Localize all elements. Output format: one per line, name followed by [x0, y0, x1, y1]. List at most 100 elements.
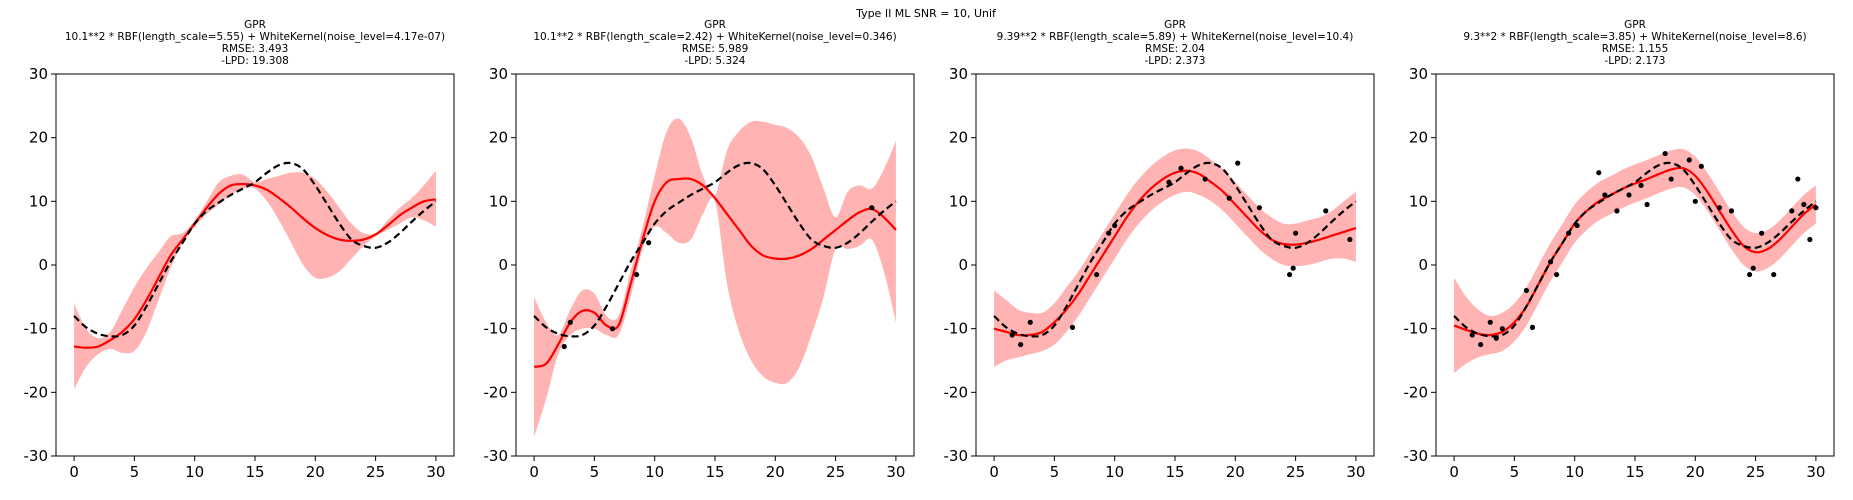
observation-point — [1018, 341, 1024, 348]
y-tick-label: -10 — [944, 320, 969, 338]
observations — [561, 205, 875, 350]
panel-title-line: GPR — [244, 19, 266, 31]
observation-point — [1644, 201, 1650, 208]
observation-point — [1602, 192, 1608, 198]
x-tick-label: 15 — [1625, 463, 1644, 481]
observation-point — [1813, 205, 1819, 211]
observation-point — [1668, 176, 1674, 182]
observation-point — [1178, 165, 1184, 171]
y-tick-label: -30 — [1404, 447, 1429, 465]
observations — [1009, 160, 1353, 348]
y-tick-label: 0 — [958, 256, 968, 274]
panel-title-line: 10.1**2 * RBF(length_scale=2.42) + White… — [533, 31, 896, 43]
observations — [1469, 150, 1819, 348]
observation-point — [1626, 192, 1632, 198]
y-tick-label: -10 — [24, 320, 49, 338]
y-tick-label: 20 — [949, 129, 968, 147]
panel-title-line: -LPD: 2.173 — [1605, 55, 1666, 67]
x-tick-label: 5 — [1050, 463, 1060, 481]
x-tick-label: 30 — [426, 463, 445, 481]
observation-point — [1235, 160, 1241, 166]
observation-point — [1801, 201, 1807, 208]
x-tick-label: 10 — [1565, 463, 1584, 481]
observation-point — [1499, 326, 1505, 332]
y-tick-label: -30 — [484, 447, 509, 465]
observation-point — [1290, 265, 1296, 271]
x-tick-label: 25 — [826, 463, 845, 481]
y-tick-label: 30 — [949, 65, 968, 83]
x-axis: 0 5 10 15 20 25 30 — [529, 456, 905, 481]
true-function-line — [73, 161, 437, 338]
y-tick-label: 30 — [29, 65, 48, 83]
x-tick-label: 30 — [886, 463, 905, 481]
panel-title-line: 10.1**2 * RBF(length_scale=5.55) + White… — [65, 31, 445, 43]
observation-point — [1662, 150, 1668, 157]
y-tick-label: 30 — [1409, 65, 1428, 83]
confidence-band — [1454, 148, 1816, 374]
panel-title-line: -LPD: 2.373 — [1145, 55, 1206, 67]
observation-point — [1750, 265, 1756, 271]
panel-title-line: 9.3**2 * RBF(length_scale=3.85) + WhiteK… — [1463, 31, 1806, 43]
figure-title: Type II ML SNR = 10, Unif — [855, 7, 997, 20]
panel-title-line: RMSE: 3.493 — [222, 43, 289, 55]
panel-title-line: GPR — [1624, 19, 1646, 31]
y-tick-label: -20 — [484, 383, 509, 401]
observation-point — [561, 343, 567, 350]
y-tick-label: -20 — [24, 383, 49, 401]
gp-mean-line — [533, 177, 897, 368]
observation-point — [609, 326, 616, 332]
x-tick-label: 10 — [645, 463, 664, 481]
x-tick-label: 20 — [1686, 463, 1705, 481]
x-tick-label: 15 — [705, 463, 724, 481]
observation-point — [1547, 259, 1554, 265]
y-tick-label: 0 — [1418, 256, 1428, 274]
y-tick-label: 0 — [498, 256, 508, 274]
observation-point — [869, 205, 875, 211]
true-function-line — [533, 161, 897, 338]
panel-title-line: RMSE: 2.04 — [1145, 43, 1205, 55]
panel-title-line: -LPD: 19.308 — [221, 55, 289, 67]
y-tick-label: 10 — [1409, 192, 1428, 210]
x-tick-label: 10 — [1105, 463, 1124, 481]
y-tick-label: 0 — [38, 256, 48, 274]
gp-mean-line — [73, 183, 437, 349]
observation-point — [1256, 205, 1263, 211]
x-tick-label: 20 — [306, 463, 325, 481]
panel-title-line: RMSE: 1.155 — [1602, 43, 1669, 55]
observation-point — [634, 271, 640, 278]
observation-point — [1112, 222, 1118, 229]
observation-point — [1166, 179, 1172, 185]
observation-point — [1529, 324, 1536, 330]
x-tick-label: 0 — [529, 463, 539, 481]
panel-title-line: GPR — [704, 19, 726, 31]
y-tick-label: -20 — [944, 383, 969, 401]
true-function-line — [1453, 161, 1817, 338]
x-tick-label: 20 — [766, 463, 785, 481]
x-tick-label: 25 — [366, 463, 385, 481]
x-tick-label: 30 — [1806, 463, 1825, 481]
observation-point — [1789, 208, 1795, 214]
panel-title-line: GPR — [1164, 19, 1186, 31]
x-tick-label: 20 — [1226, 463, 1245, 481]
observation-point — [1698, 163, 1704, 169]
y-tick-label: -20 — [1404, 383, 1429, 401]
observation-point — [1286, 271, 1293, 278]
y-tick-label: 20 — [29, 129, 48, 147]
observation-point — [1009, 332, 1015, 338]
panel-title-line: -LPD: 5.324 — [685, 55, 746, 67]
observation-point — [1638, 182, 1644, 189]
confidence-band — [74, 170, 436, 390]
observation-point — [567, 319, 573, 325]
y-tick-label: -30 — [24, 447, 49, 465]
observation-point — [1069, 324, 1076, 330]
observation-point — [1795, 176, 1801, 182]
observation-point — [1771, 271, 1777, 278]
x-tick-label: 30 — [1346, 463, 1365, 481]
x-axis: 0 5 10 15 20 25 30 — [1449, 456, 1825, 481]
y-tick-label: -30 — [944, 447, 969, 465]
